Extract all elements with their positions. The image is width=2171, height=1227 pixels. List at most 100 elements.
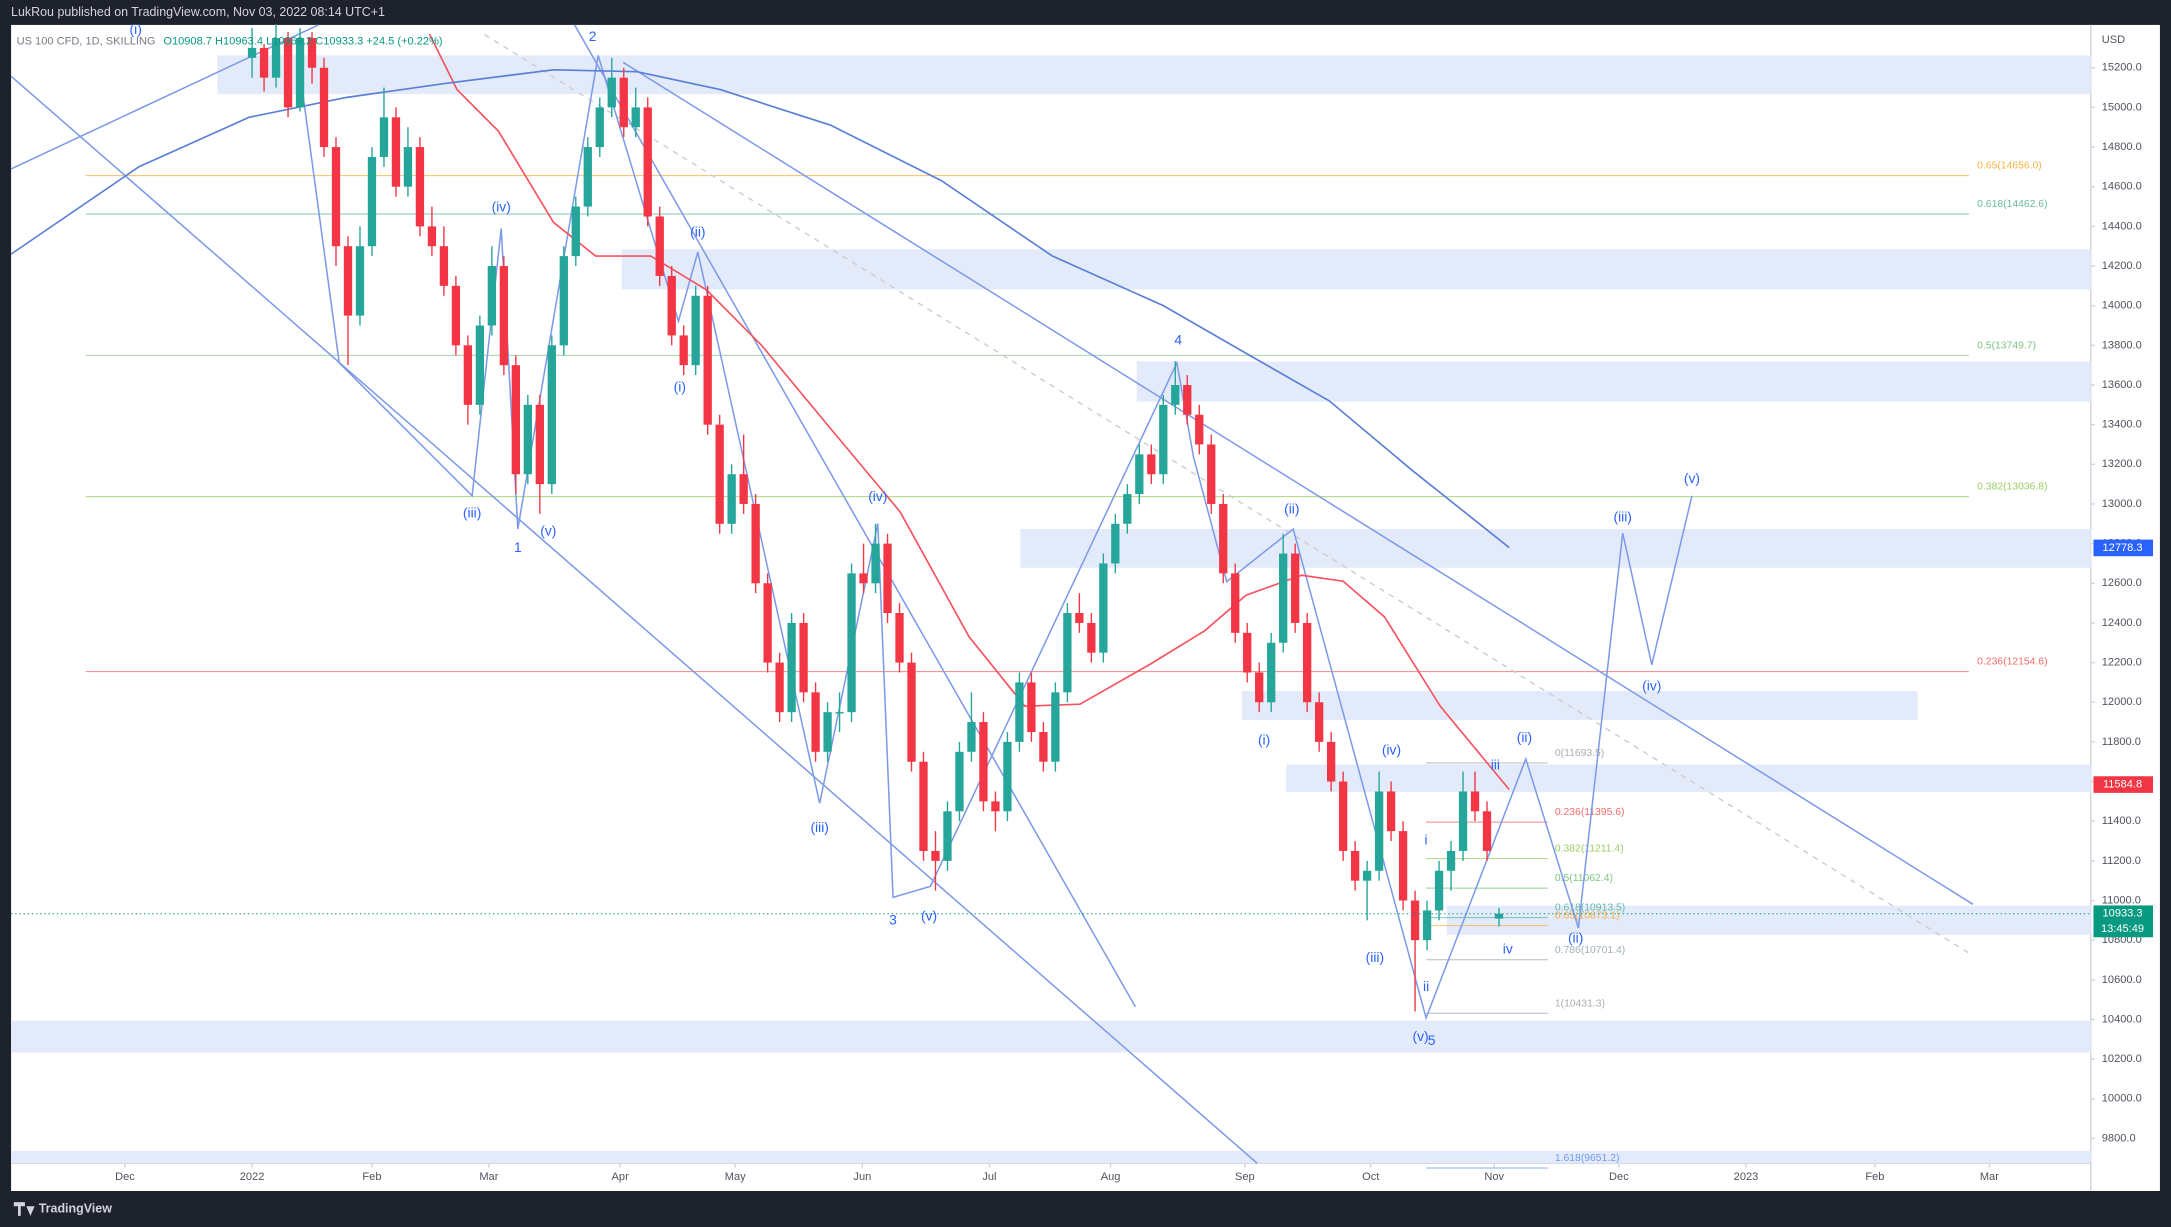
candle-body <box>511 365 520 475</box>
fib-label: 0.236(11395.6) <box>1555 807 1625 818</box>
y-tick-label: 11800.0 <box>2102 736 2141 748</box>
candle-body <box>1315 702 1324 742</box>
candle-body <box>691 295 700 366</box>
wave-label: (v) <box>921 907 937 923</box>
trendline <box>573 24 1137 1008</box>
zone <box>621 249 2091 290</box>
x-tick-label: Jun <box>853 1171 871 1183</box>
candle-body <box>1231 573 1240 633</box>
price-badge <box>2093 905 2154 938</box>
zone <box>11 1150 2091 1164</box>
candle-body <box>1219 503 1228 574</box>
candle-body <box>487 266 497 326</box>
fib-label: 0.382(11211.4) <box>1555 844 1624 855</box>
currency: USD <box>2102 34 2125 46</box>
candle-body <box>523 404 532 475</box>
candle-body <box>1111 523 1120 564</box>
candle-body <box>1243 632 1252 673</box>
candle-body <box>667 275 676 336</box>
candle-body <box>355 246 365 316</box>
zone <box>1286 764 2091 793</box>
candle-body <box>463 345 473 405</box>
wave-labels: (i) 2 (iv) (iii) 1 (v) (ii) (i) (iv) (ii… <box>130 21 1700 1048</box>
candle-body <box>823 712 832 752</box>
wave-label: (v) <box>1684 470 1700 486</box>
wave-label: 3 <box>889 912 897 928</box>
x-tick-label: Oct <box>1362 1171 1379 1183</box>
symbol: US 100 CFD, 1D, SKILLING <box>17 35 156 47</box>
x-tick-label: Feb <box>362 1171 381 1183</box>
x-tick-label: Sep <box>1235 1171 1255 1183</box>
dashed-line <box>484 34 1974 957</box>
zone <box>11 1020 2091 1053</box>
candle-body <box>535 404 544 485</box>
y-tick-label: 13200.0 <box>2102 458 2142 470</box>
candle-body <box>643 107 652 217</box>
y-tick-label: 9800.0 <box>2102 1132 2136 1144</box>
candle-body <box>811 692 820 752</box>
wave-label: (iv) <box>1642 678 1661 694</box>
candle-body <box>1039 731 1048 762</box>
candle-body <box>475 325 485 405</box>
candle-body <box>859 573 868 584</box>
y-tick-label: 10200.0 <box>2102 1053 2142 1065</box>
x-tick-label: Dec <box>1609 1171 1629 1183</box>
wave-label: (iv) <box>868 488 887 504</box>
fib-label: 1.618(9651.2) <box>1555 1153 1620 1164</box>
wave-label: (v) <box>540 522 556 538</box>
fib-label: 0.65(14656.0) <box>1977 161 2042 172</box>
fib-label: 0.618(14462.6) <box>1977 199 2047 210</box>
trendlines <box>10 24 1974 1164</box>
price-badge-label: 10933.3 <box>2103 908 2143 920</box>
wave-label: (ii) <box>1568 930 1583 946</box>
x-tick-label: May <box>725 1171 746 1183</box>
y-tick-label: 11400.0 <box>2102 815 2141 827</box>
candle-body <box>1303 622 1312 703</box>
y-tick-label: 13400.0 <box>2102 419 2142 431</box>
candle-body <box>1410 900 1420 941</box>
wave-label: (ii) <box>690 223 705 239</box>
candle-body <box>331 147 341 247</box>
candle-body <box>1099 563 1108 653</box>
wave-label: (i) <box>130 21 142 37</box>
candle-body <box>655 216 664 276</box>
candle-body <box>1075 613 1084 623</box>
candle-body <box>595 107 604 148</box>
candle-body <box>391 117 401 187</box>
wave-label: 1 <box>514 539 522 555</box>
y-tick-label: 15200.0 <box>2102 62 2142 74</box>
candle-body <box>379 117 389 157</box>
x-tick-label: Nov <box>1484 1171 1504 1183</box>
candle-body <box>763 583 772 663</box>
fib-label: 0.618(10913.5) <box>1555 903 1625 914</box>
candle-body <box>1015 682 1024 742</box>
y-tick-label: 15000.0 <box>2102 101 2142 113</box>
candle-body <box>1494 913 1504 919</box>
candle-body <box>307 38 317 68</box>
candle-body <box>1350 850 1360 881</box>
candle-body <box>907 662 916 762</box>
price-badge-label: 12778.3 <box>2103 542 2143 554</box>
candle-body <box>787 622 796 713</box>
fib-label: 1(10431.3) <box>1555 998 1605 1009</box>
candle-body <box>583 147 592 207</box>
candle-body <box>967 722 976 752</box>
candle-body <box>1398 831 1408 901</box>
candle-body <box>1291 553 1300 623</box>
candle-body <box>991 801 1000 812</box>
wave-label: (iv) <box>1382 741 1401 757</box>
candle-body <box>1458 791 1468 851</box>
candle-body <box>427 226 437 247</box>
candle-body <box>367 156 377 247</box>
zone <box>1241 691 1918 721</box>
price-badge-label: 11584.8 <box>2103 778 2142 790</box>
fib-label: 0.382(13036.8) <box>1977 482 2047 493</box>
wave-label: (iii) <box>1366 949 1384 965</box>
candle-body <box>871 543 880 584</box>
x-tick-label: Apr <box>612 1171 630 1183</box>
wave-label: (ii) <box>1284 500 1299 516</box>
x-tick-label: Feb <box>1865 1171 1884 1183</box>
y-tick-label: 10400.0 <box>2102 1013 2142 1025</box>
candle-body <box>895 613 904 663</box>
fib-label: 0.5(13749.7) <box>1977 340 2036 351</box>
